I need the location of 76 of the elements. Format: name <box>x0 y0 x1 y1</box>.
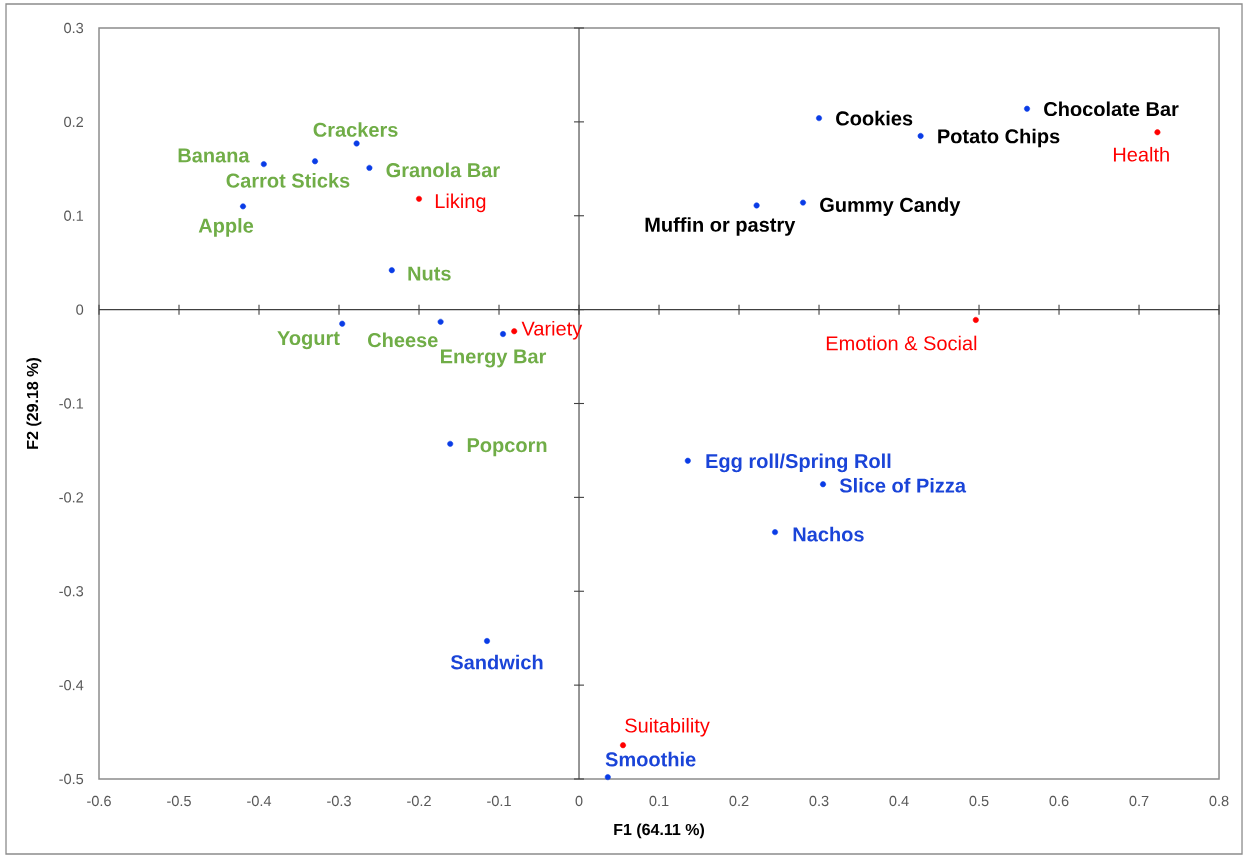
x-tick-label: 0.8 <box>1209 795 1229 807</box>
point <box>447 440 454 447</box>
data-label: Egg roll/Spring Roll <box>706 453 891 473</box>
point <box>388 267 395 274</box>
x-tick-label: -0.3 <box>327 795 351 807</box>
x-tick-label: 0.2 <box>729 795 749 807</box>
point <box>353 140 360 147</box>
y-tick-label: 0.2 <box>64 116 84 128</box>
y-tick-label: -0.3 <box>59 586 84 597</box>
y-axis-title: F2 (29.18 %) <box>26 358 42 449</box>
x-tick-label: 0.5 <box>969 795 989 807</box>
y-tick-label: 0.3 <box>64 22 84 34</box>
data-label: Liking <box>435 193 486 213</box>
x-tick-label: -0.1 <box>487 795 511 807</box>
y-tick-label: -0.5 <box>59 773 84 785</box>
data-label: Granola Bar <box>386 162 500 178</box>
point <box>416 195 422 202</box>
y-tick-label: 0.1 <box>64 210 84 221</box>
point <box>753 202 760 209</box>
point <box>604 774 611 781</box>
point <box>339 320 346 327</box>
data-label: Variety <box>521 320 583 340</box>
point <box>366 164 373 171</box>
data-label: Crackers <box>313 122 398 137</box>
x-tick-label: 0 <box>575 795 583 807</box>
point <box>500 331 506 338</box>
point <box>772 529 778 536</box>
point <box>800 199 806 206</box>
data-label: Sandwich <box>450 654 543 670</box>
y-tick-label: 0 <box>76 304 84 315</box>
data-label: Suitability <box>625 717 710 737</box>
data-label: Banana <box>178 148 250 163</box>
point <box>1154 129 1161 136</box>
x-tick-label: 0.3 <box>809 795 829 807</box>
data-label: Nuts <box>408 266 451 281</box>
data-label: Popcorn <box>467 438 547 457</box>
data-label: Slice of Pizza <box>839 477 967 493</box>
data-label: Cheese <box>368 332 438 348</box>
point <box>1024 105 1030 112</box>
point <box>972 316 979 323</box>
point <box>816 115 822 122</box>
point <box>684 457 691 464</box>
point <box>620 742 626 749</box>
data-label: Emotion & Social <box>826 335 977 351</box>
x-tick-label: 0.6 <box>1049 795 1069 807</box>
point <box>240 203 246 210</box>
data-label: Chocolate Bar <box>1044 101 1179 117</box>
data-label: Nachos <box>793 526 864 542</box>
data-label: Potato Chips <box>938 128 1060 148</box>
data-label: Carrot Sticks <box>226 173 350 188</box>
y-tick-label: -0.1 <box>59 398 84 409</box>
data-label: Muffin or pastry <box>645 217 796 236</box>
x-tick-label: 0.7 <box>1129 795 1149 807</box>
point <box>917 132 924 139</box>
x-tick-label: -0.4 <box>247 795 272 807</box>
data-label: Smoothie <box>605 751 696 767</box>
point <box>312 158 318 165</box>
x-tick-label: 0.1 <box>649 795 669 807</box>
point <box>484 638 490 644</box>
data-label: Health <box>1113 146 1169 162</box>
data-label: Gummy Candy <box>820 197 961 216</box>
x-tick-label: -0.5 <box>167 795 191 807</box>
point <box>260 161 267 168</box>
data-label: Cookies <box>836 110 913 126</box>
y-tick-label: -0.2 <box>59 492 84 503</box>
point <box>820 481 826 488</box>
data-label: Apple <box>198 218 254 237</box>
x-tick-label: 0.4 <box>889 795 909 807</box>
point <box>511 328 518 335</box>
x-axis-title: F1 (64.11 %) <box>614 823 705 839</box>
data-label: Yogurt <box>277 331 340 350</box>
point <box>437 318 444 325</box>
data-label: Energy Bar <box>441 349 547 368</box>
y-tick-label: -0.4 <box>59 679 84 691</box>
x-tick-label: -0.6 <box>87 795 111 807</box>
x-tick-label: -0.2 <box>407 795 431 807</box>
